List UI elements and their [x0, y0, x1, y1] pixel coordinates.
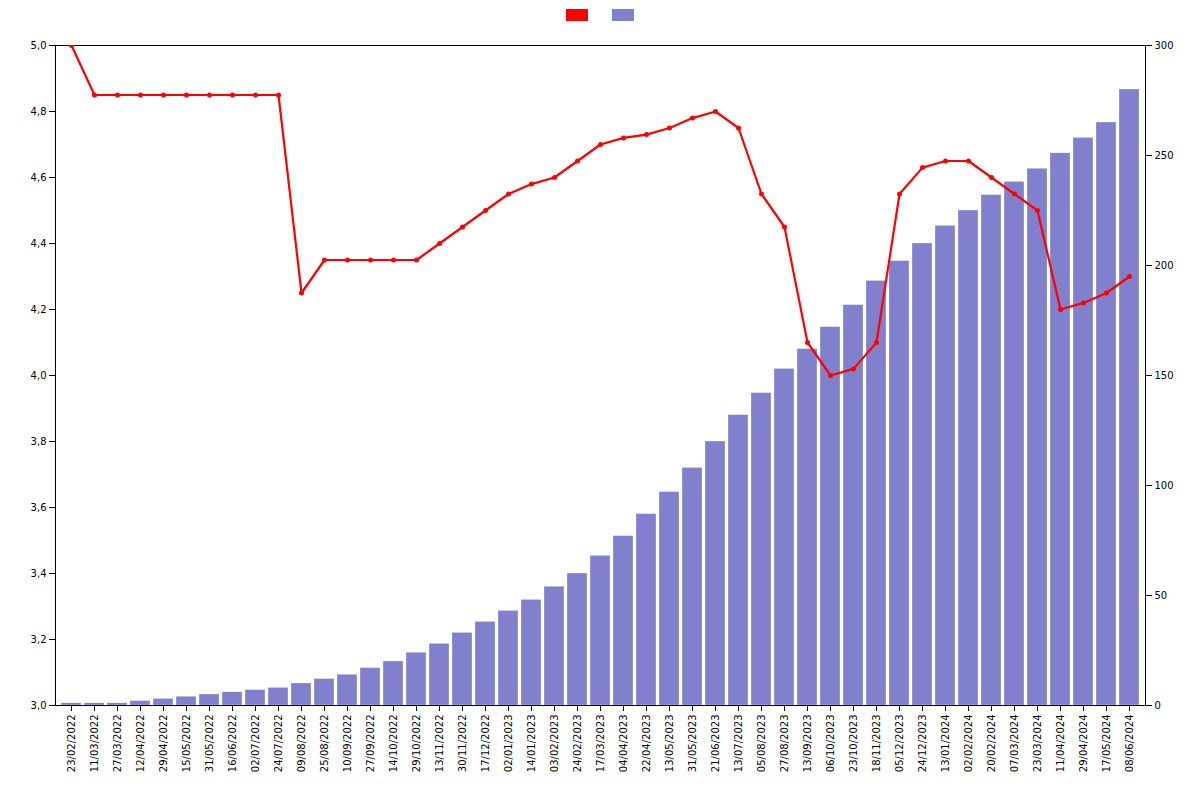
- svg-text:02/02/2024: 02/02/2024: [963, 715, 974, 773]
- svg-text:5,0: 5,0: [31, 40, 47, 51]
- svg-text:50: 50: [1155, 590, 1168, 601]
- svg-text:07/03/2024: 07/03/2024: [1009, 715, 1020, 773]
- svg-text:3,2: 3,2: [31, 634, 47, 645]
- svg-text:4,2: 4,2: [31, 304, 47, 315]
- svg-text:29/04/2022: 29/04/2022: [158, 715, 169, 773]
- svg-text:150: 150: [1155, 370, 1174, 381]
- svg-text:4,8: 4,8: [31, 106, 47, 117]
- svg-text:23/02/2022: 23/02/2022: [66, 715, 77, 773]
- svg-text:23/03/2024: 23/03/2024: [1032, 715, 1043, 773]
- svg-text:4,0: 4,0: [31, 370, 47, 381]
- svg-text:17/05/2024: 17/05/2024: [1101, 715, 1112, 773]
- svg-text:02/01/2023: 02/01/2023: [503, 715, 514, 773]
- svg-text:12/04/2022: 12/04/2022: [135, 715, 146, 773]
- svg-text:14/01/2023: 14/01/2023: [526, 715, 537, 773]
- svg-text:13/05/2023: 13/05/2023: [664, 715, 675, 773]
- svg-text:24/12/2023: 24/12/2023: [917, 715, 928, 773]
- svg-text:24/07/2022: 24/07/2022: [273, 715, 284, 773]
- svg-text:09/08/2022: 09/08/2022: [296, 715, 307, 773]
- svg-text:4,6: 4,6: [31, 172, 47, 183]
- svg-text:04/04/2023: 04/04/2023: [618, 715, 629, 773]
- svg-text:20/02/2024: 20/02/2024: [986, 715, 997, 773]
- svg-text:08/06/2024: 08/06/2024: [1124, 715, 1135, 773]
- svg-text:4,4: 4,4: [31, 238, 47, 249]
- svg-text:31/05/2023: 31/05/2023: [687, 715, 698, 773]
- svg-text:100: 100: [1155, 480, 1174, 491]
- svg-text:3,6: 3,6: [31, 502, 47, 513]
- svg-text:0: 0: [1155, 700, 1161, 711]
- svg-text:27/09/2022: 27/09/2022: [365, 715, 376, 773]
- svg-text:25/08/2022: 25/08/2022: [319, 715, 330, 773]
- svg-text:05/12/2023: 05/12/2023: [894, 715, 905, 773]
- svg-text:27/08/2023: 27/08/2023: [779, 715, 790, 773]
- svg-text:31/05/2022: 31/05/2022: [204, 715, 215, 773]
- svg-text:3,4: 3,4: [31, 568, 47, 579]
- svg-text:11/04/2024: 11/04/2024: [1055, 715, 1066, 773]
- svg-text:02/07/2022: 02/07/2022: [250, 715, 261, 773]
- svg-text:06/10/2023: 06/10/2023: [825, 715, 836, 773]
- svg-text:03/02/2023: 03/02/2023: [549, 715, 560, 773]
- svg-text:27/03/2022: 27/03/2022: [112, 715, 123, 773]
- svg-text:29/10/2022: 29/10/2022: [411, 715, 422, 773]
- svg-text:22/04/2023: 22/04/2023: [641, 715, 652, 773]
- svg-text:18/11/2023: 18/11/2023: [871, 715, 882, 773]
- svg-text:21/06/2023: 21/06/2023: [710, 715, 721, 773]
- svg-text:13/09/2023: 13/09/2023: [802, 715, 813, 773]
- svg-text:23/10/2023: 23/10/2023: [848, 715, 859, 773]
- svg-text:17/12/2022: 17/12/2022: [480, 715, 491, 773]
- svg-text:3,0: 3,0: [31, 700, 47, 711]
- svg-text:30/11/2022: 30/11/2022: [457, 715, 468, 773]
- svg-text:250: 250: [1155, 150, 1174, 161]
- svg-text:16/06/2022: 16/06/2022: [227, 715, 238, 773]
- svg-text:13/07/2023: 13/07/2023: [733, 715, 744, 773]
- svg-text:11/03/2022: 11/03/2022: [89, 715, 100, 773]
- svg-text:13/11/2022: 13/11/2022: [434, 715, 445, 773]
- svg-text:29/04/2024: 29/04/2024: [1078, 715, 1089, 773]
- svg-text:14/10/2022: 14/10/2022: [388, 715, 399, 773]
- svg-text:10/09/2022: 10/09/2022: [342, 715, 353, 773]
- svg-text:300: 300: [1155, 40, 1174, 51]
- svg-text:17/03/2023: 17/03/2023: [595, 715, 606, 773]
- svg-text:15/05/2022: 15/05/2022: [181, 715, 192, 773]
- svg-text:13/01/2024: 13/01/2024: [940, 715, 951, 773]
- svg-text:200: 200: [1155, 260, 1174, 271]
- svg-text:24/02/2023: 24/02/2023: [572, 715, 583, 773]
- svg-text:05/08/2023: 05/08/2023: [756, 715, 767, 773]
- svg-text:3,8: 3,8: [31, 436, 47, 447]
